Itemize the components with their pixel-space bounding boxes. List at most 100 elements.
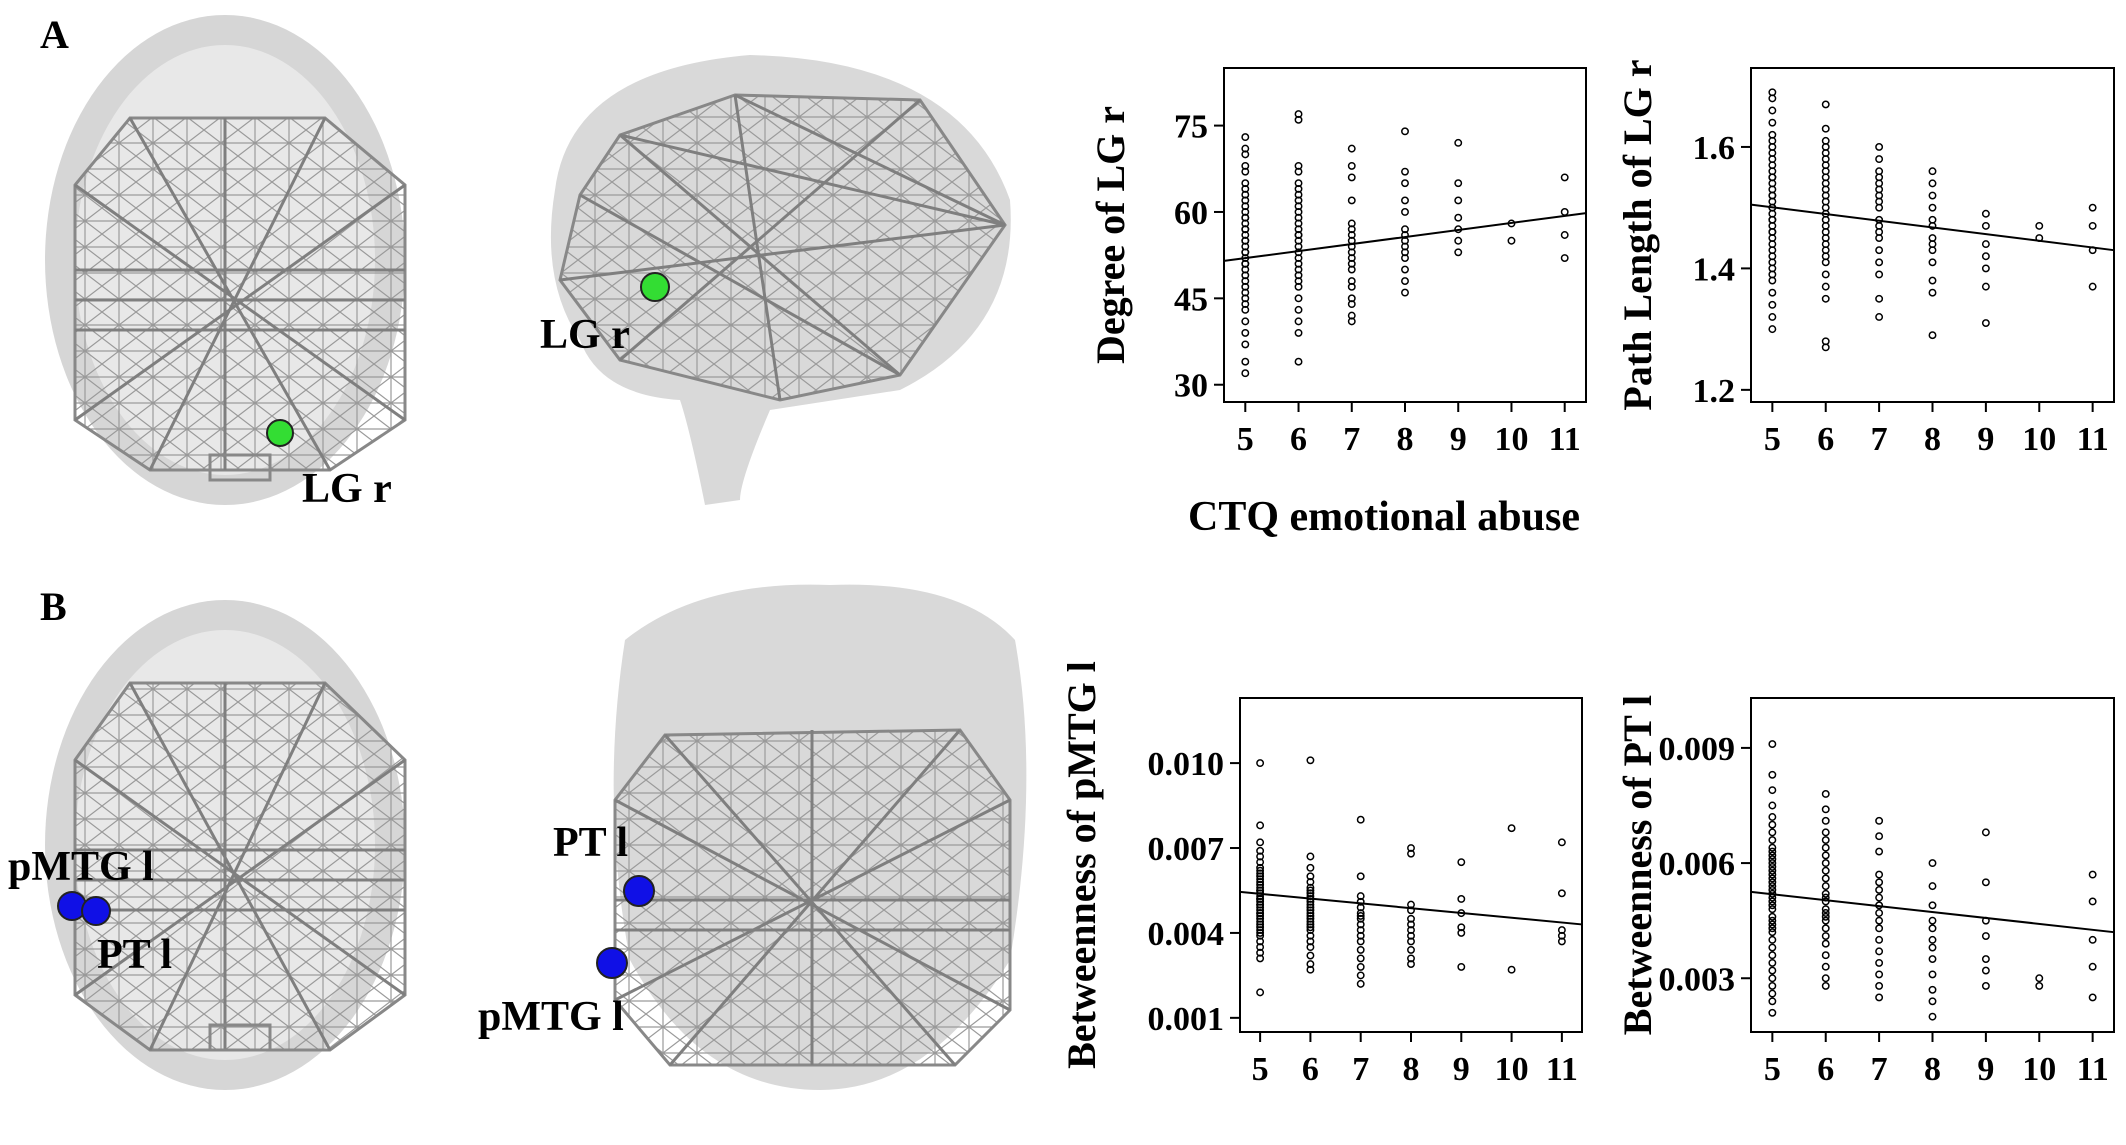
data-point: [1560, 208, 1569, 216]
data-point: [1241, 369, 1250, 378]
x-tick-label: 5: [1252, 1051, 1269, 1088]
network-hull: [73, 116, 407, 472]
y-tick-label: 1.4: [1693, 251, 1736, 288]
data-point: [1507, 824, 1516, 833]
data-point: [1356, 911, 1365, 920]
x-tick-label: 7: [1352, 1051, 1369, 1088]
data-point: [1928, 924, 1937, 933]
data-point: [1407, 914, 1415, 923]
data-point: [1560, 231, 1569, 239]
data-point: [1356, 945, 1365, 954]
data-point: [1768, 916, 1777, 925]
data-point: [1768, 943, 1777, 952]
data-point: [1821, 912, 1830, 921]
brain-view-axial-a: LG r: [45, 15, 407, 512]
data-point: [1454, 213, 1463, 222]
regression-line: [1223, 212, 1587, 262]
scatter-path-length-lg-r: 5 6 7 8 9 10 11 1.2 1.4 1.6 Path Length of LG r: [1615, 59, 2115, 458]
panel-letter-b: B: [40, 584, 67, 629]
data-point: [1768, 966, 1777, 975]
data-point: [1768, 928, 1777, 937]
data-point: [1928, 901, 1937, 910]
data-point: [1768, 935, 1777, 944]
x-tick-label: 5: [1764, 1051, 1781, 1088]
data-point: [1356, 872, 1365, 881]
data-point: [1768, 886, 1777, 894]
data-point: [1928, 943, 1937, 952]
data-point: [1294, 161, 1303, 170]
data-point: [1875, 935, 1884, 944]
brain-view-coronal-b: PT l pMTG l: [478, 584, 1027, 1090]
data-point: [1356, 979, 1365, 988]
data-point: [1294, 305, 1303, 314]
data-point: [1821, 859, 1830, 868]
data-point: [1768, 801, 1777, 810]
scatter-betweenness-pmtg-l: 5 6 7 8 9 10 11 0.001 0.004 0.007 0.010 Betweenness…: [1059, 661, 1583, 1088]
data-point: [1875, 970, 1884, 979]
data-point: [1454, 236, 1463, 245]
shared-x-axis-label: CTQ emotional abuse: [1188, 494, 1580, 540]
data-point: [1256, 988, 1265, 997]
data-point: [2035, 974, 2044, 983]
data-point: [1401, 167, 1409, 176]
data-point: [1928, 167, 1937, 176]
node-lg-r: [266, 419, 294, 447]
data-point: [1928, 935, 1937, 944]
data-point: [1457, 962, 1466, 971]
y-axis-title: Betweenness of pMTG l: [1059, 661, 1104, 1069]
data-point: [1928, 203, 1937, 212]
data-point: [1875, 155, 1884, 164]
data-point: [1294, 179, 1303, 188]
node-label-pmtg-l: pMTG l: [478, 994, 624, 1040]
data-point: [1401, 127, 1409, 136]
data-point: [1401, 196, 1409, 205]
node-label-pt-l: PT l: [553, 820, 628, 866]
data-point: [1821, 270, 1830, 279]
data-point: [1768, 88, 1777, 97]
data-point: [2088, 897, 2097, 906]
data-point: [1306, 756, 1315, 765]
data-point: [1401, 225, 1409, 234]
x-tick-label: 7: [1871, 1051, 1888, 1088]
data-point: [2088, 282, 2097, 291]
data-point: [1401, 265, 1409, 274]
data-point: [1928, 288, 1937, 297]
data-point: [1768, 770, 1777, 779]
data-point: [1981, 966, 1990, 975]
data-point: [1768, 740, 1777, 749]
data-point: [1821, 851, 1830, 860]
data-point: [1407, 844, 1415, 852]
data-point: [1768, 106, 1777, 115]
brain-view-axial-b: pMTG l PT l: [8, 600, 407, 1090]
data-point: [1457, 923, 1466, 932]
x-tick-label: 9: [1453, 1051, 1470, 1088]
data-point: [1356, 962, 1365, 971]
x-tick-label: 11: [1549, 421, 1581, 458]
data-point: [1768, 958, 1777, 967]
data-point: [1768, 300, 1777, 309]
data-point: [1928, 276, 1937, 285]
data-point: [1821, 282, 1830, 291]
data-point: [2088, 221, 2097, 230]
plot-frame: [1750, 697, 2115, 1033]
data-point: [1401, 179, 1409, 188]
data-point: [1768, 882, 1777, 891]
data-point: [1454, 248, 1463, 257]
data-point: [1928, 859, 1937, 868]
data-point: [2088, 870, 2097, 879]
data-point: [1981, 828, 1990, 837]
x-tick-label: 10: [1495, 1051, 1529, 1088]
data-point: [1356, 971, 1365, 980]
data-point: [1821, 836, 1830, 844]
data-point: [1557, 838, 1566, 847]
data-point: [1928, 997, 1937, 1006]
data-point: [1928, 258, 1937, 267]
x-tick-label: 11: [1546, 1051, 1578, 1088]
data-point: [1768, 786, 1777, 795]
data-point: [1821, 843, 1830, 852]
y-axis-title: Betweenness of PT l: [1615, 695, 1660, 1035]
node-label-lg-r: LG r: [540, 312, 630, 358]
data-point: [1557, 889, 1566, 898]
data-point: [1875, 258, 1884, 267]
